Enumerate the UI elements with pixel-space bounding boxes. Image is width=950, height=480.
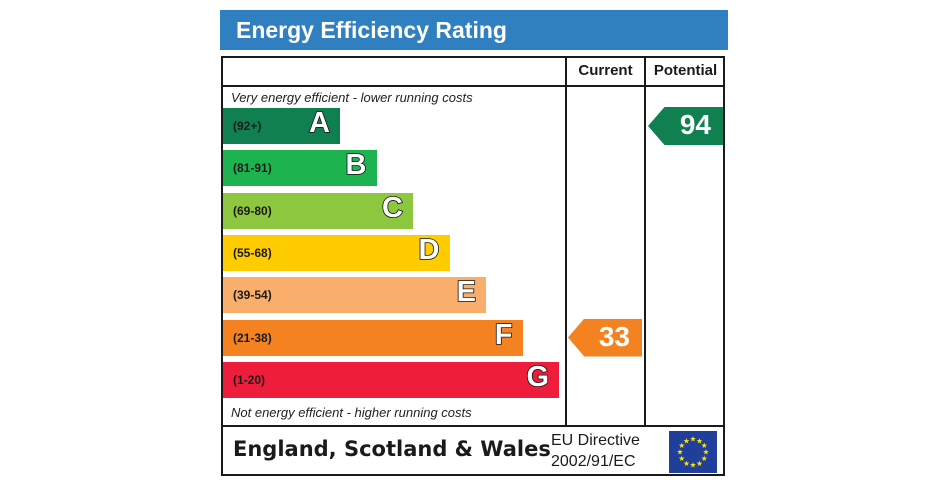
band-letter: D <box>418 233 441 267</box>
band-letter: A <box>308 106 331 140</box>
footer-divider <box>221 425 725 427</box>
eu-star: ★ <box>696 459 703 468</box>
band-d: (55-68) D <box>223 233 450 271</box>
eu-star: ★ <box>690 461 697 470</box>
band-letter: G <box>526 360 550 394</box>
eu-star: ★ <box>703 448 710 457</box>
eu-star: ★ <box>696 436 703 445</box>
bottom-caption: Not energy efficient - higher running co… <box>231 405 472 420</box>
header-divider <box>221 85 725 87</box>
eu-star: ★ <box>683 436 690 445</box>
rating-frame <box>221 56 725 476</box>
band-range-label: (39-54) <box>233 288 272 303</box>
potential-rating-arrow-value: 94 <box>679 109 711 140</box>
potential-column-divider <box>644 56 646 427</box>
eu-star: ★ <box>678 454 685 463</box>
band-e: (39-54) E <box>223 275 486 314</box>
band-range-label: (69-80) <box>233 203 272 218</box>
band-letter: E <box>456 275 477 309</box>
footer-region: England, Scotland & Wales <box>233 437 551 461</box>
current-rating-arrow: 33 <box>568 318 642 357</box>
band-range-label: (21-38) <box>233 330 272 345</box>
potential-rating-arrow: 94 <box>648 107 723 145</box>
band-a: (92+) A <box>223 106 340 144</box>
current-column-divider <box>565 56 567 427</box>
band-c: (69-80) C <box>223 191 413 229</box>
band-f: (21-38) F <box>223 318 523 356</box>
eu-star: ★ <box>677 448 684 457</box>
current-rating-arrow-value: 33 <box>598 320 630 352</box>
top-caption: Very energy efficient - lower running co… <box>231 90 473 105</box>
eu-directive-label: EU Directive <box>551 432 640 449</box>
eu-flag-icon: ★ ★★★★★★★★★★★ <box>669 431 717 473</box>
eu-star: ★ <box>690 435 697 444</box>
band-range-label: (81-91) <box>233 161 272 176</box>
potential-column-header: Potential <box>653 62 718 79</box>
eu-star: ★ <box>701 454 708 463</box>
eu-directive-number: 2002/91/EC <box>551 453 636 470</box>
band-range-label: (1-20) <box>233 372 266 387</box>
current-column-header: Current <box>578 62 633 79</box>
band-letter: F <box>494 318 513 352</box>
band-letter: B <box>345 148 368 182</box>
band-range-label: (55-68) <box>233 245 272 260</box>
chart-title: Energy Efficiency Rating <box>236 17 507 43</box>
eu-star: ★ <box>701 441 708 450</box>
band-b: (81-91) B <box>223 148 377 187</box>
band-letter: C <box>381 191 404 225</box>
eu-star: ★ <box>678 441 685 450</box>
band-g: (1-20) G <box>223 360 559 398</box>
title-bar: Energy Efficiency Rating <box>220 10 728 50</box>
band-range-label: (92+) <box>233 119 262 133</box>
eu-star: ★ <box>683 459 690 468</box>
